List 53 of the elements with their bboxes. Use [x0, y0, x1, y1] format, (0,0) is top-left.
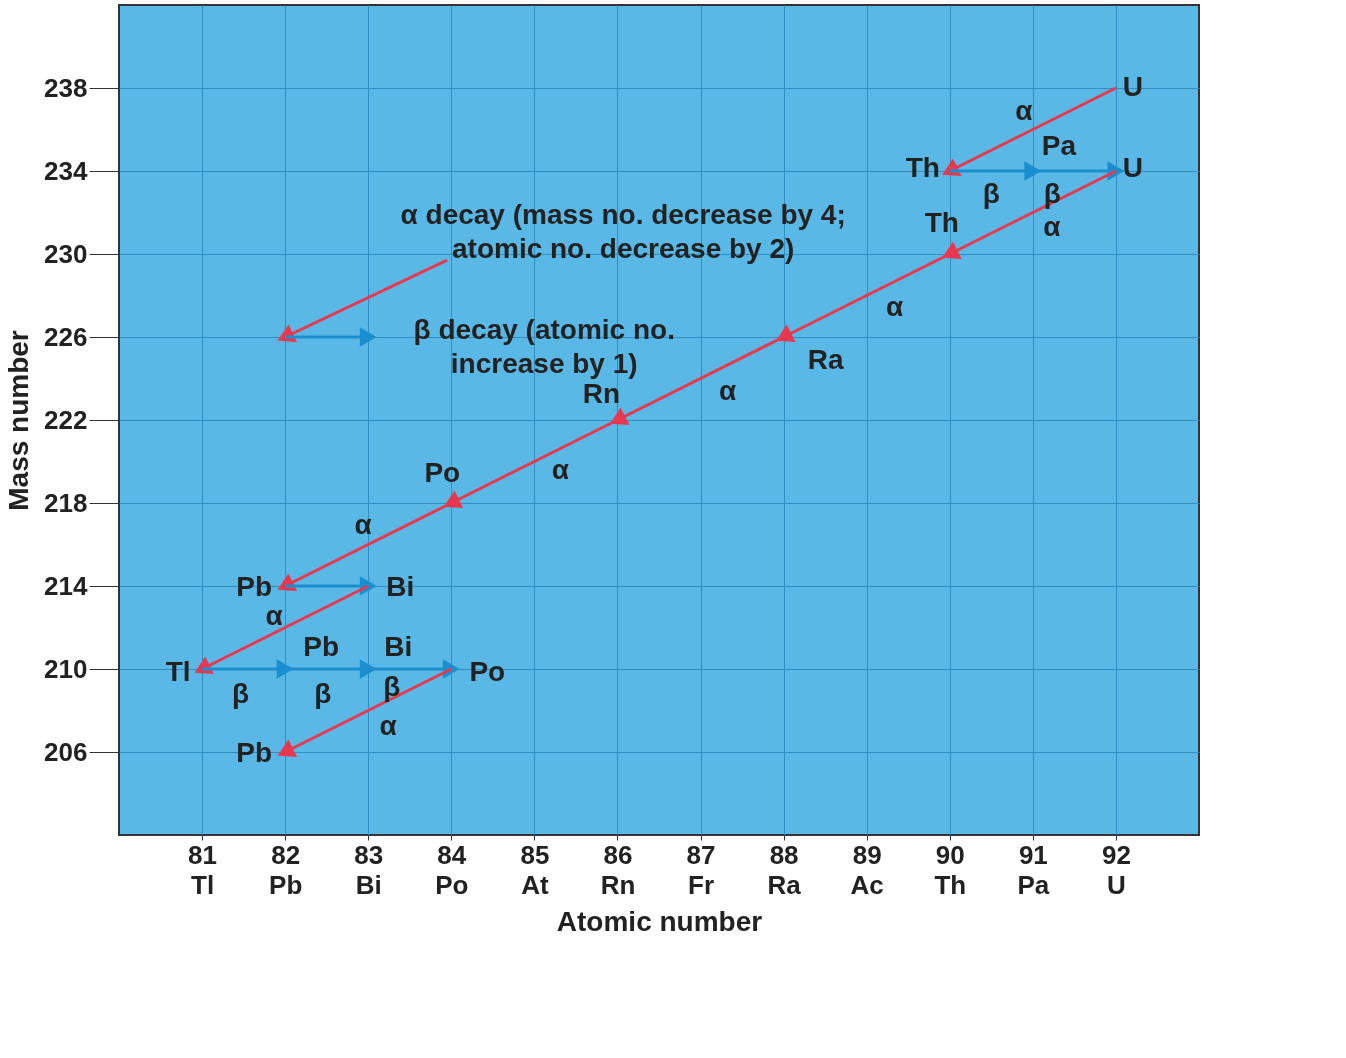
annotation: Pb	[303, 631, 340, 662]
annotation: Bi	[384, 631, 413, 662]
annotation: U	[1122, 152, 1144, 183]
y-tick-label: 234	[44, 155, 89, 186]
annotation: β	[982, 178, 1000, 209]
y-tick-label: 206	[44, 736, 88, 767]
x-tick-label: 82 Pb	[269, 839, 303, 900]
annotation: Po	[424, 457, 461, 488]
x-tick-label: 89 Ac	[850, 839, 884, 900]
annotation: U	[1122, 71, 1144, 102]
x-tick-label: 88 Ra	[767, 839, 802, 900]
y-axis-title: Mass number	[3, 330, 35, 511]
annotation: β	[232, 678, 250, 709]
y-tick-label: 218	[44, 487, 88, 518]
y-tick-label: 214	[44, 570, 89, 601]
annotation: β	[1043, 178, 1061, 209]
annotation: α	[551, 453, 569, 485]
annotation: α	[718, 374, 737, 406]
x-tick-label: 83 Bi	[354, 839, 384, 900]
x-tick-label: 81 Tl	[188, 839, 218, 900]
annotation: α decay (mass no. decrease by 4; atomic no. decrease by 2)	[400, 199, 846, 265]
x-tick-label: 90 Th	[934, 839, 967, 900]
y-tick-label: 226	[44, 321, 88, 352]
annotation: α	[1043, 210, 1061, 242]
annotation: Rn	[582, 378, 621, 409]
annotation: Pb	[236, 571, 273, 602]
annotation: α	[265, 599, 283, 631]
annotation: β	[383, 671, 401, 702]
annotation: β	[314, 678, 332, 709]
y-tick-label: 238	[44, 72, 88, 103]
annotation: Ra	[807, 344, 844, 375]
x-tick-label: 86 Rn	[600, 839, 636, 900]
y-tick-label: 230	[44, 238, 88, 269]
y-tick-label: 210	[44, 653, 88, 684]
y-tick-label: 222	[44, 404, 88, 435]
annotation: α	[886, 290, 904, 322]
annotation: Tl	[165, 656, 191, 687]
x-tick-label: 92 U	[1101, 839, 1131, 900]
annotation: β decay (atomic no. increase by 1)	[413, 314, 675, 379]
annotation: Th	[905, 152, 940, 183]
annotation: α	[1015, 94, 1033, 126]
annotation: α	[354, 508, 372, 540]
annotation: Po	[469, 656, 506, 687]
annotation: Pa	[1041, 130, 1077, 161]
annotation: Bi	[386, 571, 415, 602]
x-tick-label: 91 Pa	[1017, 839, 1050, 900]
x-tick-label: 87 Fr	[686, 839, 716, 900]
x-axis-title: Atomic number	[556, 905, 763, 937]
annotation: α	[379, 709, 397, 741]
x-tick-label: 85 At	[520, 839, 550, 900]
annotation: Pb	[236, 737, 273, 768]
annotation: Th	[924, 207, 959, 238]
x-tick-label: 84 Po	[435, 839, 469, 900]
